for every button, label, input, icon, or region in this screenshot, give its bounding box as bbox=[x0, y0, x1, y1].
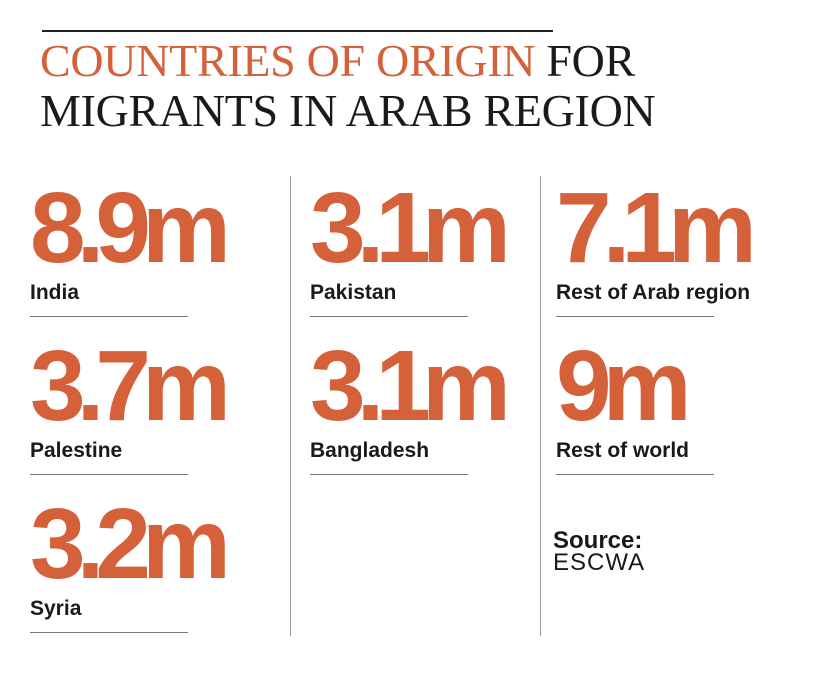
stat-divider bbox=[30, 316, 188, 317]
stat-pakistan: 3.1m Pakistan bbox=[310, 172, 511, 317]
stat-india: 8.9m India bbox=[30, 172, 231, 317]
title-accent: COUNTRIES OF ORIGIN bbox=[40, 35, 536, 86]
stat-label: Rest of world bbox=[556, 439, 690, 462]
title-line2: MIGRANTS IN ARAB REGION bbox=[40, 85, 656, 136]
stat-label: India bbox=[30, 281, 80, 304]
stat-value: 3.1m bbox=[310, 172, 511, 284]
stat-divider bbox=[556, 316, 714, 317]
stat-label: Palestine bbox=[30, 439, 123, 462]
stat-rest-of-world: 9m Rest of world bbox=[556, 336, 714, 475]
stat-label: Rest of Arab region bbox=[556, 281, 751, 304]
stat-label: Bangladesh bbox=[310, 439, 430, 462]
stat-value: 7.1m bbox=[556, 172, 757, 284]
stat-syria: 3.2m Syria bbox=[30, 488, 231, 633]
stat-label: Syria bbox=[30, 597, 82, 620]
stat-value: 9m bbox=[556, 330, 692, 442]
stat-bangladesh: 3.1m Bangladesh bbox=[310, 330, 511, 475]
column-divider-1 bbox=[290, 176, 291, 636]
top-rule bbox=[42, 30, 553, 32]
source-value: ESCWA bbox=[553, 549, 646, 576]
source-label: Source: bbox=[553, 527, 643, 554]
stat-divider bbox=[30, 632, 188, 633]
stat-value: 3.2m bbox=[30, 488, 231, 600]
stat-divider bbox=[310, 316, 468, 317]
stat-palestine: 3.7m Palestine bbox=[30, 330, 231, 475]
stat-divider bbox=[30, 474, 188, 475]
source-credit: Source: ESCWA bbox=[553, 527, 646, 576]
stat-divider bbox=[310, 474, 468, 475]
stat-label: Pakistan bbox=[310, 281, 397, 304]
column-divider-2 bbox=[540, 176, 541, 636]
stat-rest-of-arab-region: 7.1m Rest of Arab region bbox=[556, 172, 757, 317]
stat-divider bbox=[556, 474, 714, 475]
stat-value: 8.9m bbox=[30, 172, 231, 284]
page-title: COUNTRIES OF ORIGIN FOR MIGRANTS IN ARAB … bbox=[40, 35, 656, 136]
title-rest-line1: FOR bbox=[535, 35, 635, 86]
stat-value: 3.1m bbox=[310, 330, 511, 442]
stat-value: 3.7m bbox=[30, 330, 231, 442]
